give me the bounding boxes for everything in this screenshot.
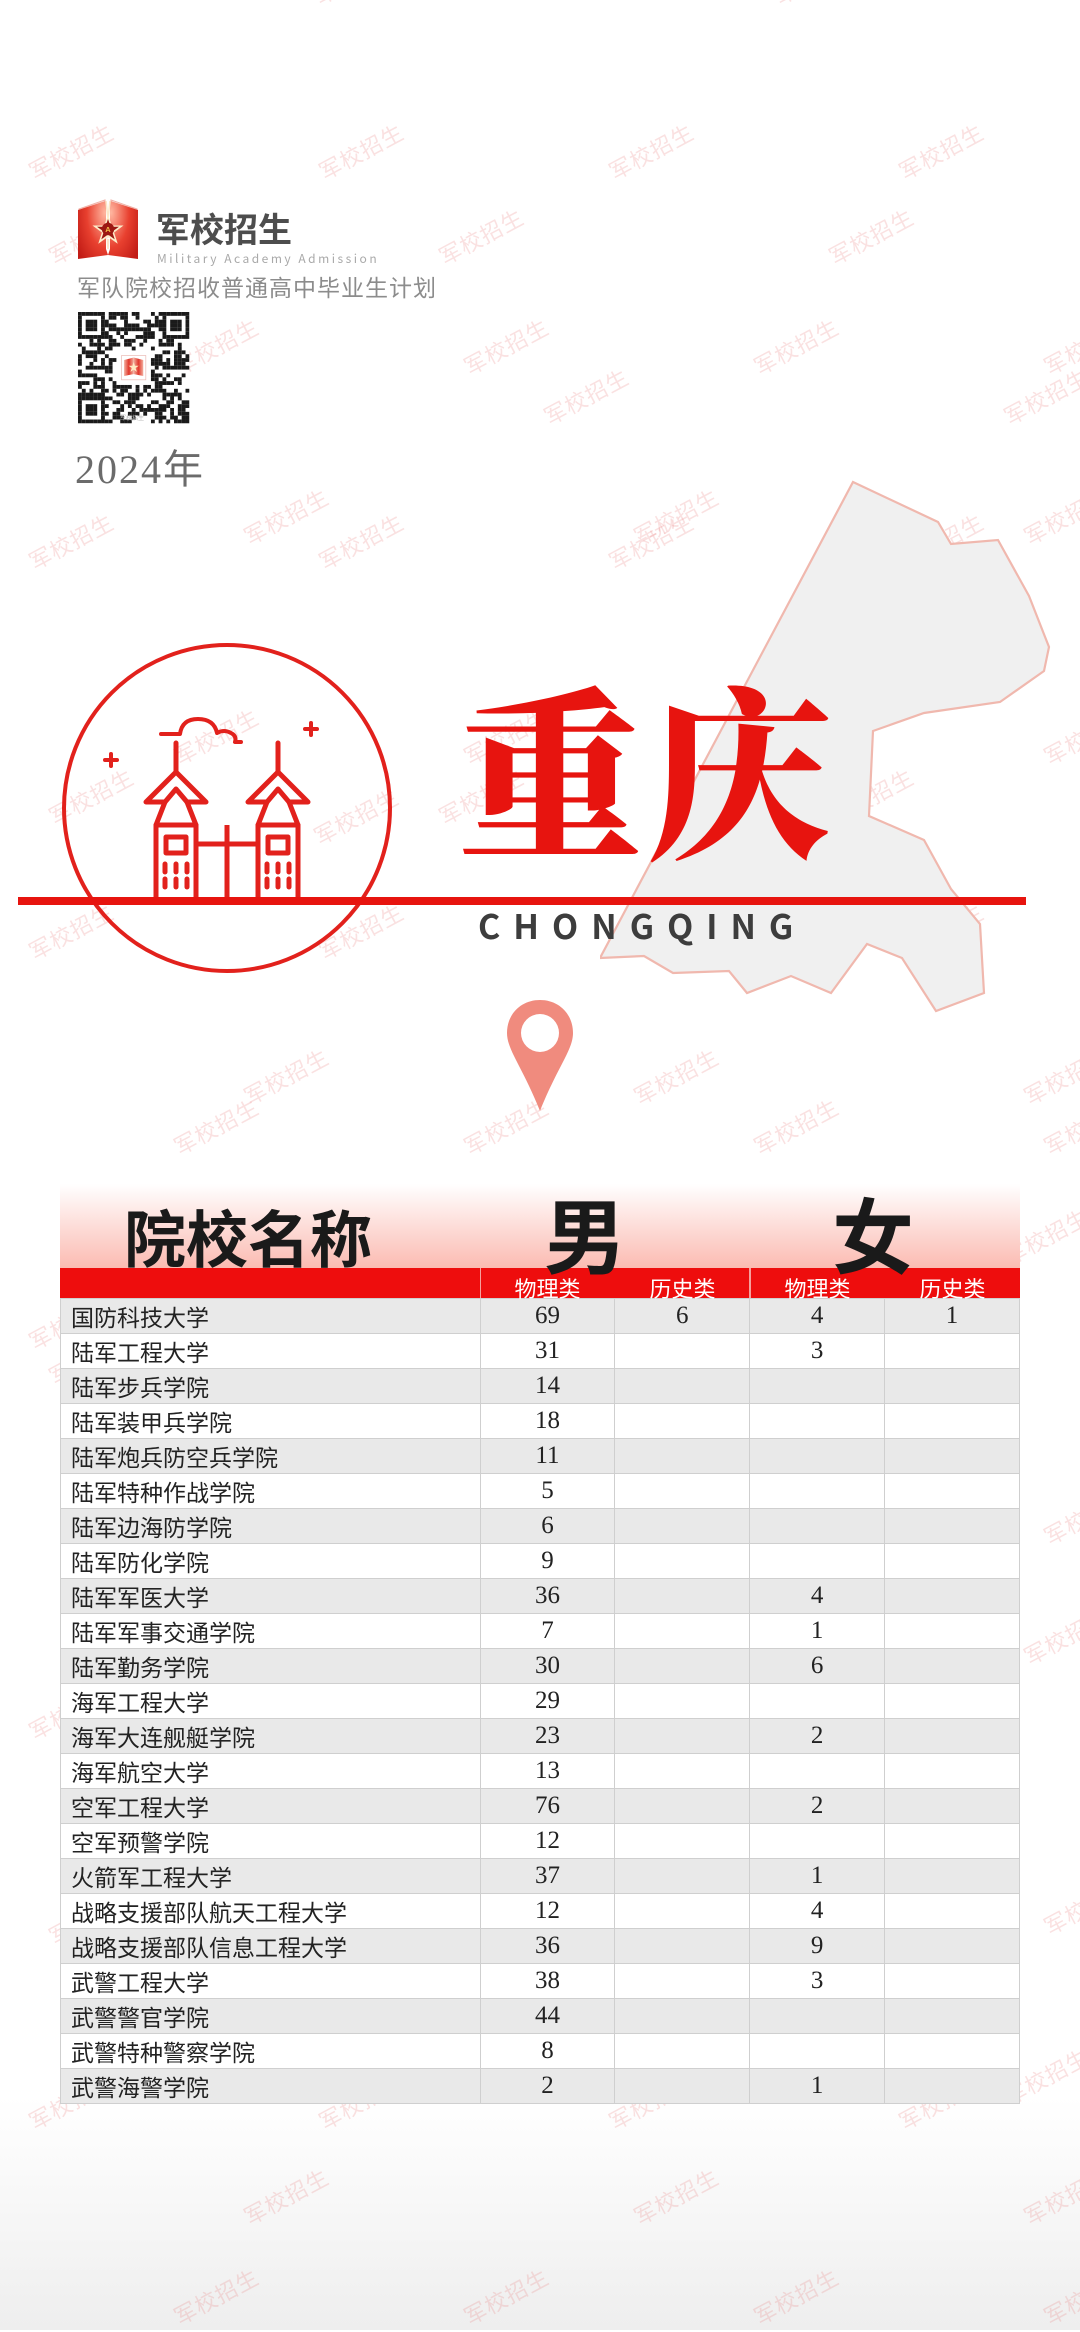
svg-text:A: A [105,225,111,234]
